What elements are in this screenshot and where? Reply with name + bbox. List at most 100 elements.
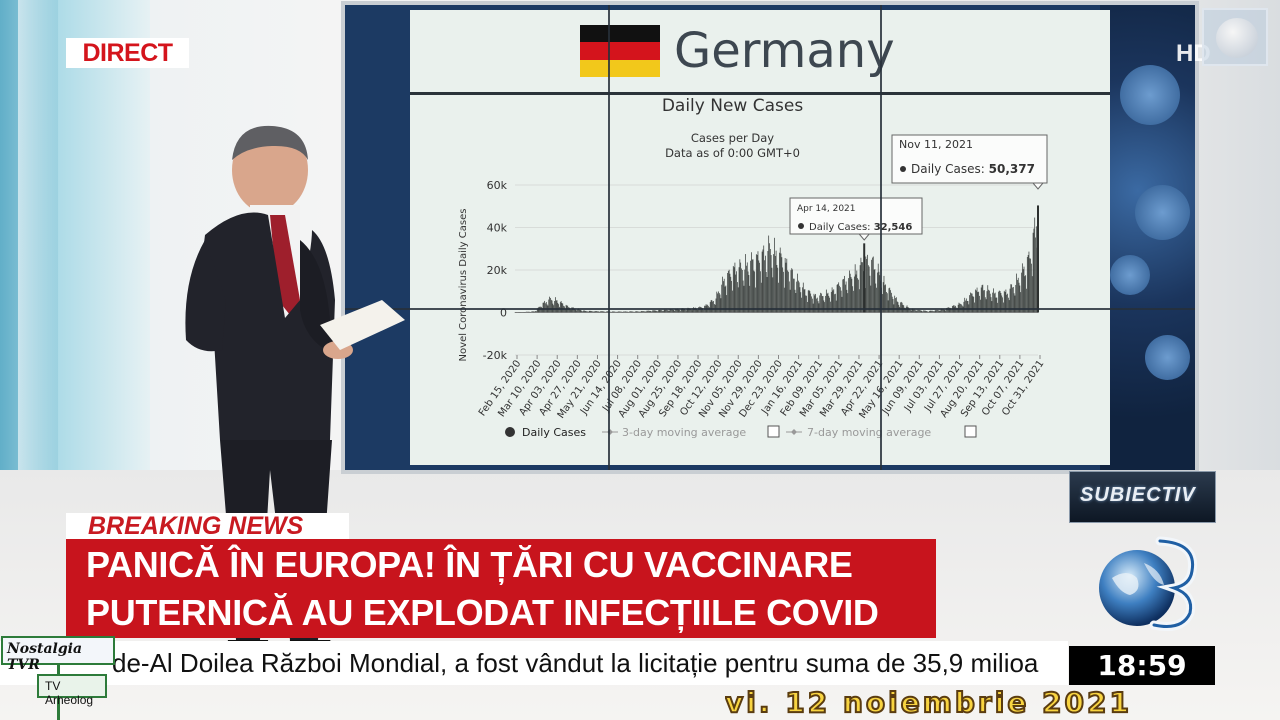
daily-cases-bar: [920, 310, 922, 313]
daily-cases-bar: [977, 292, 979, 313]
daily-cases-bar: [683, 309, 685, 313]
y-tick-label: 0: [500, 307, 507, 320]
y-tick-label: 60k: [487, 179, 508, 192]
date-banner-text: vi. 12 noiembrie 2021: [725, 685, 1132, 720]
daily-cases-bar: [564, 309, 566, 313]
daily-cases-bar: [786, 258, 788, 313]
daily-cases-bar: [776, 264, 778, 313]
daily-cases-bar: [1035, 237, 1036, 313]
daily-cases-bar: [621, 311, 623, 313]
daily-cases-bar: [676, 308, 678, 313]
daily-cases-bar: [745, 254, 746, 313]
daily-cases-bar: [579, 309, 581, 313]
daily-cases-bar: [765, 255, 766, 313]
date-banner: vi. 12 noiembrie 2021: [725, 684, 1280, 720]
daily-cases-bar: [1016, 273, 1017, 313]
tooltip-box: [891, 134, 1048, 184]
daily-cases-bar: [937, 310, 939, 313]
daily-cases-bar: [945, 310, 947, 313]
daily-cases-bar: [964, 297, 966, 313]
daily-cases-bar: [522, 312, 523, 313]
daily-cases-bar: [917, 309, 919, 313]
daily-cases-bar: [933, 311, 934, 313]
daily-cases-bar: [674, 310, 676, 313]
daily-cases-bar: [570, 309, 572, 313]
daily-cases-bar: [834, 294, 835, 313]
daily-cases-bar: [816, 298, 817, 313]
daily-cases-bar: [838, 282, 840, 313]
daily-cases-bar: [914, 309, 915, 313]
daily-cases-bar: [669, 309, 671, 313]
daily-cases-bar: [995, 297, 997, 313]
daily-cases-bar: [844, 275, 845, 313]
daily-cases-bar: [541, 308, 543, 313]
daily-cases-bar: [790, 270, 792, 313]
daily-cases-bar: [583, 310, 585, 313]
daily-cases-bar: [667, 310, 669, 313]
daily-cases-bar: [659, 309, 661, 313]
daily-cases-bar: [679, 309, 681, 313]
daily-cases-bar: [618, 311, 620, 313]
daily-cases-bar: [779, 252, 780, 313]
daily-cases-bar: [842, 279, 844, 313]
daily-cases-bar: [536, 311, 537, 313]
daily-cases-bar: [586, 311, 588, 313]
daily-cases-bar: [886, 291, 887, 313]
daily-cases-bar: [979, 299, 981, 313]
daily-cases-bar: [999, 291, 1001, 313]
daily-cases-bar: [970, 292, 971, 313]
daily-cases-bar: [867, 265, 869, 313]
daily-cases-bar: [643, 311, 645, 313]
daily-cases-bar: [951, 309, 952, 313]
daily-cases-bar: [795, 292, 797, 313]
daily-cases-bar: [937, 309, 938, 313]
daily-cases-bar: [517, 312, 519, 313]
daily-cases-bar: [626, 311, 628, 313]
daily-cases-bar: [702, 308, 704, 313]
daily-cases-bar: [1002, 297, 1003, 313]
daily-cases-bar: [519, 312, 521, 313]
daily-cases-bar: [763, 245, 765, 313]
daily-cases-bar: [568, 307, 570, 313]
daily-cases-bar: [848, 278, 849, 313]
daily-cases-bar: [849, 273, 851, 313]
daily-cases-bar: [723, 281, 724, 313]
daily-cases-bar: [638, 311, 639, 313]
daily-cases-bar: [911, 309, 913, 313]
daily-cases-bar: [692, 308, 694, 313]
daily-cases-bar: [623, 311, 625, 313]
daily-cases-bar: [629, 311, 631, 313]
daily-cases-bar: [797, 273, 798, 313]
daily-cases-bar: [873, 269, 875, 313]
daily-cases-bar: [872, 256, 874, 313]
daily-cases-bar: [811, 296, 812, 313]
daily-cases-bar: [592, 311, 593, 313]
daily-cases-bar: [982, 284, 984, 313]
daily-cases-bar: [826, 293, 828, 313]
daily-cases-bar: [684, 309, 686, 313]
daily-cases-bar: [545, 303, 546, 313]
daily-cases-bar: [1026, 288, 1027, 313]
daily-cases-bar: [732, 265, 734, 313]
daily-cases-bar: [1031, 263, 1032, 313]
daily-cases-bar: [639, 311, 641, 313]
daily-cases-bar: [1027, 255, 1029, 313]
daily-cases-bar: [816, 297, 818, 313]
daily-cases-bar: [765, 272, 767, 313]
daily-cases-bar: [741, 270, 743, 313]
daily-cases-bar: [666, 310, 668, 313]
daily-cases-bar: [636, 311, 638, 313]
daily-cases-bar: [593, 311, 595, 313]
tooltip-value: 50,377: [989, 162, 1035, 176]
daily-cases-bar: [1029, 258, 1031, 313]
daily-cases-bar: [830, 291, 832, 313]
daily-cases-bar: [645, 311, 647, 313]
daily-cases-bar: [668, 310, 670, 313]
daily-cases-bar: [866, 259, 868, 313]
daily-cases-bar: [737, 287, 739, 313]
daily-cases-bar: [919, 309, 920, 313]
antena3-globe-logo-icon: [1099, 536, 1198, 631]
daily-cases-bar: [807, 290, 809, 313]
daily-cases-bar: [908, 307, 910, 313]
daily-cases-bar: [606, 311, 607, 313]
